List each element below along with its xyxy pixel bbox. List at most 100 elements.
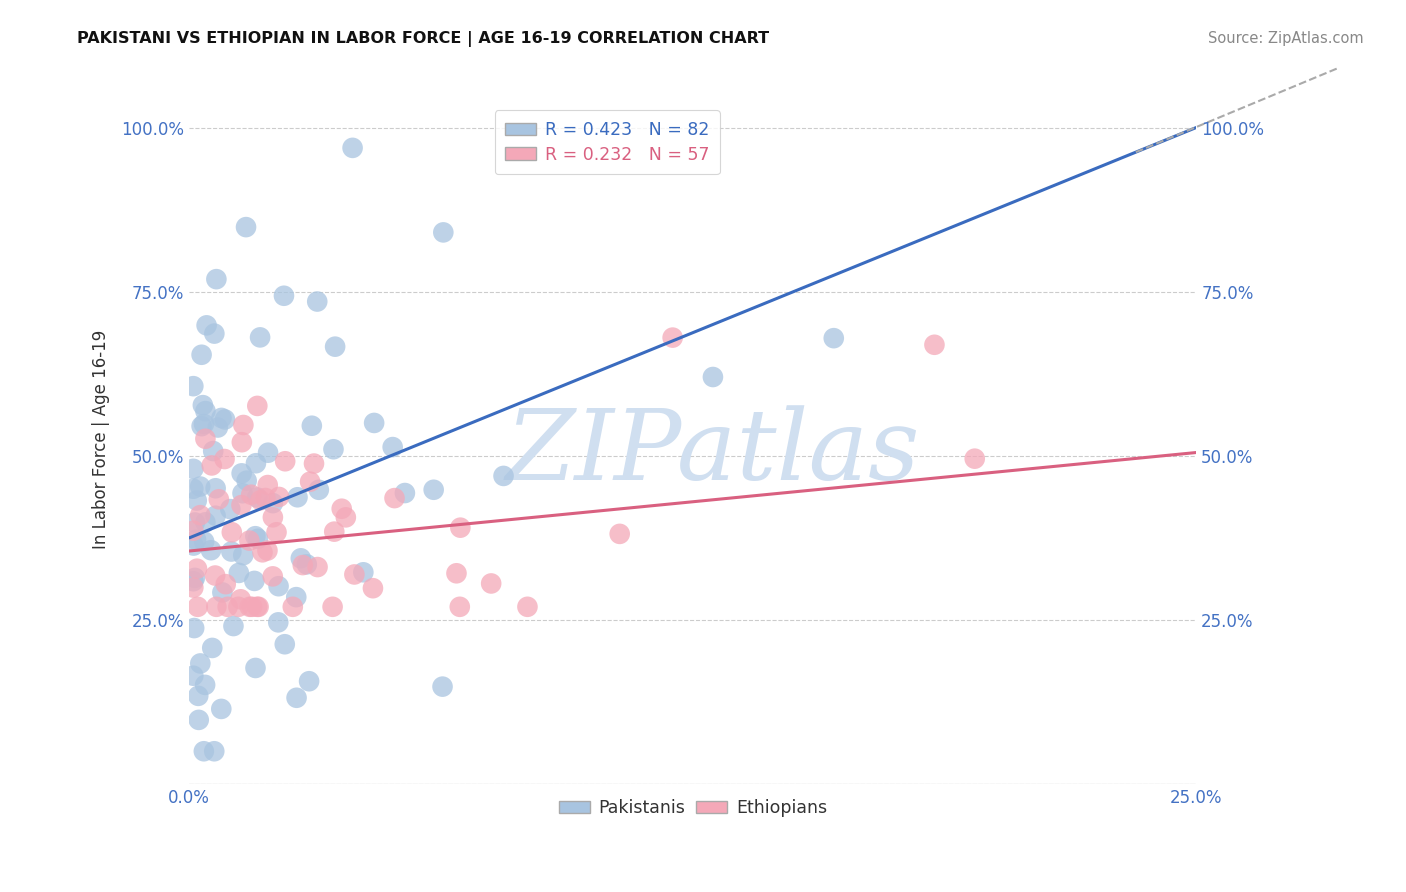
Point [432, 680, 454, 694]
Point [361, 581, 384, 595]
Point [254, 491, 277, 505]
Point [190, 348, 212, 362]
Point [238, 533, 260, 548]
Point [257, 446, 280, 460]
Point [221, 544, 243, 558]
Point [249, 493, 271, 508]
Point [232, 417, 254, 432]
Point [301, 418, 323, 433]
Point [308, 483, 330, 497]
Point [193, 744, 215, 758]
Point [246, 399, 269, 413]
Point [252, 545, 274, 559]
Point [200, 543, 222, 558]
Point [184, 533, 207, 547]
Point [323, 340, 346, 354]
Point [307, 560, 329, 574]
Point [202, 326, 225, 341]
Point [191, 398, 214, 412]
Point [183, 669, 205, 683]
Point [231, 435, 253, 450]
Point [215, 577, 238, 591]
Point [184, 571, 207, 585]
Point [204, 508, 226, 523]
Point [188, 508, 211, 523]
Point [273, 289, 295, 303]
Point [274, 637, 297, 651]
Point [267, 490, 290, 504]
Point [231, 498, 253, 512]
Point [249, 330, 271, 344]
Point [201, 458, 224, 473]
Point [183, 462, 205, 476]
Point [384, 491, 406, 505]
Point [187, 599, 209, 614]
Point [661, 330, 683, 344]
Point [274, 454, 297, 468]
Point [190, 419, 212, 434]
Point [266, 525, 288, 540]
Point [229, 592, 252, 607]
Point [204, 481, 226, 495]
Point [194, 516, 217, 530]
Point [207, 420, 229, 434]
Point [449, 599, 471, 614]
Point [188, 657, 211, 671]
Point [187, 689, 209, 703]
Point [492, 469, 515, 483]
Point [219, 502, 242, 516]
Point [183, 482, 205, 496]
Y-axis label: In Labor Force | Age 16-19: In Labor Force | Age 16-19 [93, 330, 110, 549]
Point [963, 451, 986, 466]
Point [422, 483, 444, 497]
Point [823, 331, 845, 345]
Point [245, 456, 267, 470]
Point [322, 599, 344, 614]
Point [183, 581, 205, 595]
Point [285, 590, 308, 604]
Point [204, 568, 226, 582]
Point [184, 516, 207, 530]
Point [240, 488, 263, 502]
Point [193, 417, 215, 431]
Point [186, 562, 208, 576]
Point [924, 338, 946, 352]
Point [262, 496, 284, 510]
Point [195, 318, 218, 333]
Point [446, 566, 468, 581]
Legend: Pakistanis, Ethiopians: Pakistanis, Ethiopians [551, 792, 834, 823]
Point [256, 543, 278, 558]
Point [183, 539, 205, 553]
Point [307, 294, 329, 309]
Point [183, 524, 205, 538]
Point [298, 674, 321, 689]
Point [479, 576, 502, 591]
Point [394, 486, 416, 500]
Point [702, 370, 724, 384]
Point [183, 379, 205, 393]
Point [291, 558, 314, 573]
Point [343, 567, 366, 582]
Point [240, 599, 263, 614]
Point [295, 558, 318, 572]
Point [256, 478, 278, 492]
Point [209, 702, 232, 716]
Point [231, 467, 253, 481]
Point [211, 411, 233, 425]
Point [516, 599, 538, 614]
Text: Source: ZipAtlas.com: Source: ZipAtlas.com [1208, 31, 1364, 46]
Point [205, 599, 228, 614]
Point [267, 579, 290, 593]
Point [232, 548, 254, 562]
Point [246, 491, 269, 505]
Point [432, 226, 454, 240]
Point [262, 510, 284, 524]
Point [352, 566, 374, 580]
Point [202, 444, 225, 458]
Text: ZIPatlas: ZIPatlas [506, 406, 920, 500]
Text: PAKISTANI VS ETHIOPIAN IN LABOR FORCE | AGE 16-19 CORRELATION CHART: PAKISTANI VS ETHIOPIAN IN LABOR FORCE | … [77, 31, 769, 47]
Point [231, 486, 253, 500]
Point [267, 615, 290, 630]
Point [217, 599, 239, 614]
Point [193, 534, 215, 549]
